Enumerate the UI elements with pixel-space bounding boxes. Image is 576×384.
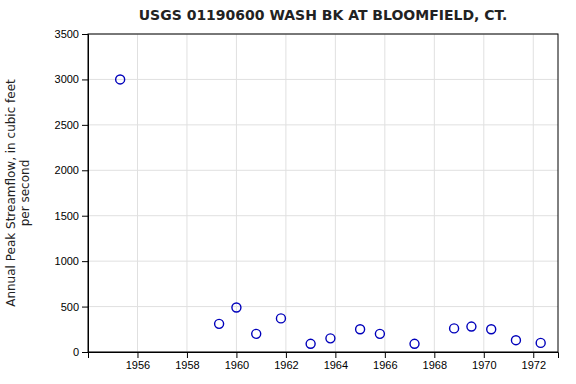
x-tick: 1960	[225, 352, 249, 371]
y-axis: 0 500 1000 1500 2000 2500 3000 3500	[55, 28, 89, 358]
y-tick: 0	[73, 346, 88, 358]
y-grid-line	[88, 215, 558, 216]
point	[375, 329, 384, 338]
point	[306, 339, 315, 348]
x-tick: 1966	[373, 352, 397, 371]
y-tick-label: 2000	[55, 164, 79, 176]
point	[326, 334, 335, 343]
y-tick-mark	[82, 307, 88, 308]
point	[410, 339, 419, 348]
x-tick: 1968	[423, 352, 447, 371]
point	[356, 325, 365, 334]
x-grid-line	[236, 34, 237, 352]
point	[232, 303, 241, 312]
x-tick-label: 1960	[225, 359, 249, 371]
y-tick: 2500	[55, 119, 88, 131]
point	[450, 324, 459, 333]
y-tick-label: 500	[61, 301, 79, 313]
x-tick: 1958	[175, 352, 199, 371]
title: USGS 01190600 WASH BK AT BLOOMFIELD, CT.	[139, 7, 508, 23]
y-tick-mark	[82, 125, 88, 126]
x-tick-mark	[286, 352, 287, 358]
x-tick-mark	[236, 352, 237, 358]
x-tick-mark	[434, 352, 435, 358]
x-tick-mark	[137, 352, 138, 358]
y-tick-mark	[82, 170, 88, 171]
y-grid-line	[88, 124, 558, 125]
y-grid-line	[88, 170, 558, 171]
y-tick: 3000	[55, 73, 88, 85]
y-tick-mark	[82, 34, 88, 35]
grid	[88, 34, 558, 352]
x-tick-label: 1968	[423, 359, 447, 371]
y-tick: 3500	[55, 28, 88, 40]
x-grid-line	[285, 34, 286, 352]
point	[116, 75, 125, 84]
point	[511, 336, 520, 345]
y-tick-label: 1000	[55, 255, 79, 267]
x-tick-label: 1962	[274, 359, 298, 371]
x-tick: 1962	[274, 352, 298, 371]
y-tick: 1500	[55, 210, 88, 222]
x-axis: 1956 1958 1960 1962 1964 1966 1968 1970 1972	[89, 352, 559, 371]
y-tick-mark	[82, 352, 88, 353]
y-axis-title-line: per second	[18, 160, 32, 227]
y-axis-line	[82, 35, 89, 353]
plot-frame	[88, 34, 558, 352]
point	[536, 338, 545, 347]
x-tick-label: 1956	[126, 359, 150, 371]
x-tick: 1964	[324, 352, 348, 371]
x-tick-mark	[335, 352, 336, 358]
y-tick: 500	[61, 301, 88, 313]
point	[487, 325, 496, 334]
y-grid-line	[88, 79, 558, 80]
x-tick: 1956	[126, 352, 150, 371]
x-tick-label: 1970	[472, 359, 496, 371]
y-axis-title: Annual Peak Streamflow, in cubic feetper…	[4, 79, 32, 307]
x-tick-mark	[533, 352, 534, 358]
x-grid-line	[137, 34, 138, 352]
x-tick-mark	[385, 352, 386, 358]
x-tick-label: 1964	[324, 359, 348, 371]
x-axis-line	[89, 353, 559, 359]
y-tick-label: 2500	[55, 119, 79, 131]
point	[215, 319, 224, 328]
x-tick-mark	[484, 352, 485, 358]
x-tick-label: 1958	[175, 359, 199, 371]
y-grid-line	[88, 261, 558, 262]
y-axis-title-line: Annual Peak Streamflow, in cubic feet	[4, 79, 18, 307]
point	[276, 314, 285, 323]
x-grid-line	[186, 34, 187, 352]
y-tick-label: 0	[73, 346, 79, 358]
y-tick: 2000	[55, 164, 88, 176]
chart: 1956 1958 1960 1962 1964 1966 1968 1970 1972 0 500…	[0, 0, 576, 384]
x-tick-mark	[187, 352, 188, 358]
x-grid-line	[483, 34, 484, 352]
x-grid-line	[533, 34, 534, 352]
x-tick: 1970	[472, 352, 496, 371]
y-tick-label: 3500	[55, 28, 79, 40]
x-tick-label: 1966	[373, 359, 397, 371]
points	[116, 75, 546, 348]
x-grid-line	[434, 34, 435, 352]
y-tick-label: 1500	[55, 210, 79, 222]
y-tick-mark	[82, 216, 88, 217]
y-tick-label: 3000	[55, 73, 79, 85]
x-tick: 1972	[522, 352, 546, 371]
y-tick-mark	[82, 79, 88, 80]
x-grid-line	[384, 34, 385, 352]
point	[252, 329, 261, 338]
y-tick-mark	[82, 261, 88, 262]
plot-area: 1956 1958 1960 1962 1964 1966 1968 1970 1972 0 500…	[55, 28, 559, 371]
x-tick-label: 1972	[522, 359, 546, 371]
y-tick: 1000	[55, 255, 88, 267]
y-grid-line	[88, 306, 558, 307]
point	[467, 322, 476, 331]
x-grid-line	[335, 34, 336, 352]
